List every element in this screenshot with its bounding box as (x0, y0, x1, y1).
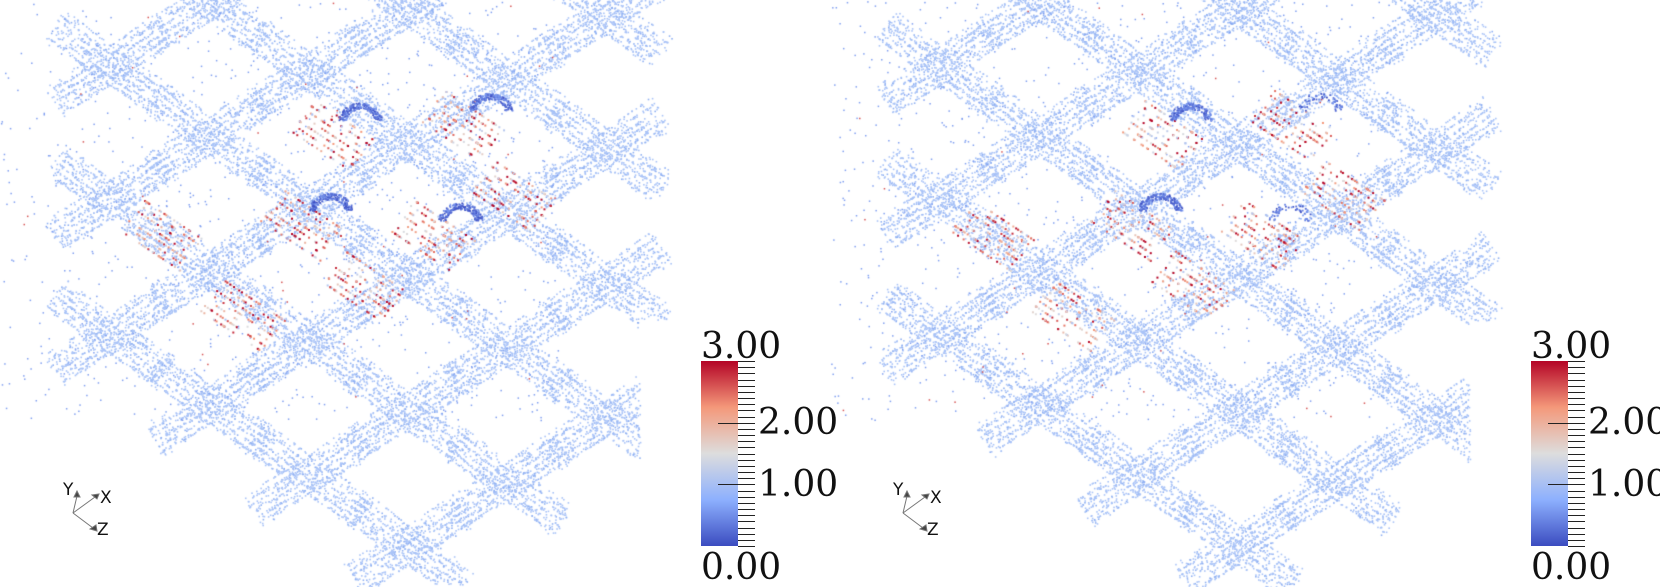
colorbar-tick (1568, 428, 1585, 430)
colorbar-tick (738, 385, 755, 387)
colorbar-tick (1568, 459, 1585, 461)
colorbar-tick (1568, 416, 1585, 418)
colorbar (1531, 361, 1568, 546)
colorbar-tick (738, 379, 755, 381)
axes-triad-icon (72, 489, 100, 532)
colorbar-max-label: 3.00 (701, 326, 782, 367)
colorbar-tick (1568, 385, 1585, 387)
colorbar-tick (738, 422, 755, 424)
colorbar-tick (738, 484, 755, 486)
colorbar-tick (738, 465, 755, 467)
colorbar-tick (1568, 490, 1585, 492)
orientation-axes: Y X Z (55, 470, 125, 545)
colorbar-tick (738, 502, 755, 504)
colorbar-tick (1568, 441, 1585, 443)
colorbar-tick (738, 490, 755, 492)
colorbar-tick (1568, 539, 1585, 541)
colorbar-tick (738, 416, 755, 418)
colorbar-tick (738, 527, 755, 529)
colorbar (701, 361, 738, 546)
colorbar-label-2: 2.00 (758, 402, 839, 443)
colorbar-label-1: 1.00 (1588, 464, 1660, 505)
colorbar-ticks (718, 361, 755, 547)
render-view-left[interactable]: 3.00 2.00 1.00 0.00 Y X Z (0, 0, 838, 588)
colorbar-tick (1568, 410, 1585, 412)
colorbar-tick (1568, 361, 1585, 362)
colorbar-tick (1568, 398, 1585, 399)
colorbar-tick (738, 373, 755, 375)
colorbar-tick (1568, 496, 1585, 498)
colorbar-tick (738, 398, 755, 399)
colorbar-tick (738, 367, 755, 369)
colorbar-tick (738, 404, 755, 406)
colorbar-max-label: 3.00 (1531, 326, 1612, 367)
colorbar-tick (1568, 484, 1585, 486)
colorbar-tick (738, 453, 755, 455)
colorbar-major-tick (1548, 484, 1568, 486)
colorbar-major-tick (1548, 422, 1568, 424)
colorbar-min-label: 0.00 (1531, 547, 1612, 588)
colorbar-label-1: 1.00 (758, 464, 839, 505)
orientation-axes: Y X Z (885, 470, 955, 545)
colorbar-ticks (1548, 361, 1585, 547)
colorbar-tick (1568, 453, 1585, 455)
render-view-right[interactable]: 3.00 2.00 1.00 0.00 Y X Z (830, 0, 1660, 587)
colorbar-min-label: 0.00 (701, 547, 782, 588)
colorbar-tick (1568, 447, 1585, 449)
colorbar-tick (1568, 533, 1585, 535)
colorbar-tick (1568, 373, 1585, 375)
axis-x-label: X (930, 488, 942, 508)
colorbar-tick (738, 521, 755, 523)
colorbar-tick (738, 472, 755, 473)
colorbar-tick (1568, 478, 1585, 480)
colorbar-tick (738, 539, 755, 541)
colorbar-tick (1568, 546, 1585, 547)
axis-z-label: Z (927, 520, 939, 540)
colorbar-tick (738, 478, 755, 480)
colorbar-tick (738, 441, 755, 443)
colorbar-tick (738, 428, 755, 430)
axis-y-label: Y (63, 480, 74, 500)
axis-y-label: Y (893, 480, 904, 500)
axis-x-label: X (100, 488, 112, 508)
colorbar-tick (1568, 527, 1585, 529)
colorbar-tick (1568, 422, 1585, 424)
colorbar-tick (738, 496, 755, 498)
colorbar-major-tick (718, 484, 738, 486)
colorbar-tick (1568, 515, 1585, 517)
colorbar-tick (738, 391, 755, 393)
colorbar-major-tick (718, 422, 738, 424)
colorbar-tick (1568, 502, 1585, 504)
colorbar-tick (1568, 367, 1585, 369)
colorbar-tick (738, 515, 755, 517)
colorbar-tick (1568, 472, 1585, 473)
colorbar-tick (738, 435, 755, 436)
axes-triad-icon (902, 489, 930, 532)
colorbar-tick (738, 533, 755, 535)
colorbar-tick (738, 410, 755, 412)
colorbar-tick (1568, 379, 1585, 381)
particle-cloud (0, 0, 830, 587)
axis-z-label: Z (97, 520, 109, 540)
colorbar-tick (738, 546, 755, 547)
colorbar-tick (738, 509, 755, 510)
particle-cloud (830, 0, 1660, 587)
colorbar-tick (1568, 391, 1585, 393)
colorbar-tick (1568, 404, 1585, 406)
colorbar-tick (738, 361, 755, 362)
colorbar-tick (1568, 435, 1585, 436)
colorbar-tick (1568, 465, 1585, 467)
colorbar-tick (1568, 521, 1585, 523)
colorbar-label-2: 2.00 (1588, 402, 1660, 443)
colorbar-tick (738, 459, 755, 461)
colorbar-tick (1568, 509, 1585, 510)
colorbar-tick (738, 447, 755, 449)
